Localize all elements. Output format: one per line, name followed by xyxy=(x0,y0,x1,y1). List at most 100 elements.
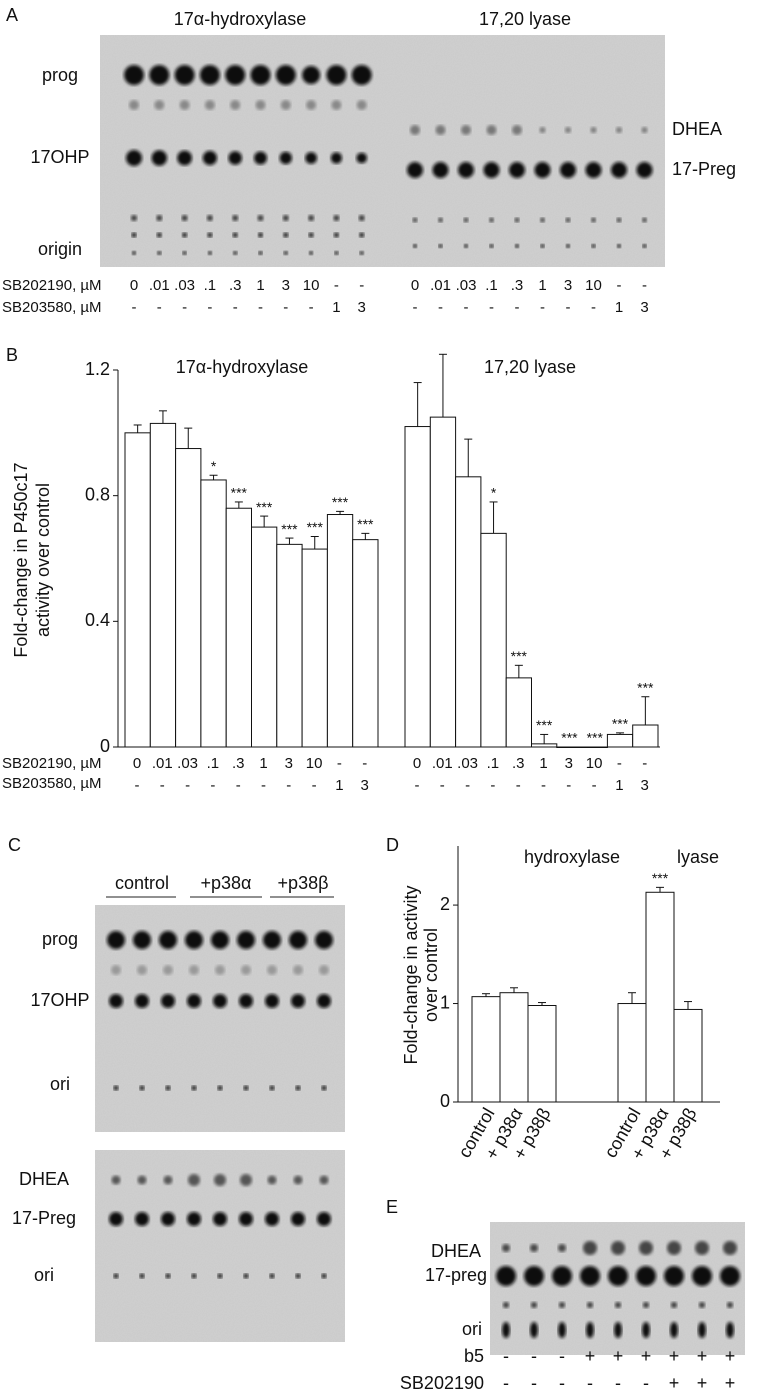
panel-label: A xyxy=(6,5,18,25)
significance: *** xyxy=(587,730,604,746)
level-label: + xyxy=(641,1346,652,1366)
level-label: 3 xyxy=(361,777,369,794)
level-label: 3 xyxy=(564,277,572,294)
level-label: 1 xyxy=(538,277,546,294)
level-label: - xyxy=(337,755,342,772)
significance: * xyxy=(211,458,217,474)
spot xyxy=(727,1302,733,1308)
spot xyxy=(258,232,263,238)
spot xyxy=(135,1212,149,1226)
level-label: - xyxy=(413,299,418,316)
y-axis-label: Fold-change in P450c17 xyxy=(11,462,31,657)
spot xyxy=(265,994,279,1008)
condition-label: +p38α xyxy=(201,873,252,893)
level-label: - xyxy=(236,777,241,794)
level-label: - xyxy=(559,1346,565,1366)
spot xyxy=(723,1241,737,1255)
bar xyxy=(404,426,431,748)
spot xyxy=(558,1244,566,1252)
spot xyxy=(151,150,167,166)
bar xyxy=(527,1005,557,1103)
spot xyxy=(213,994,227,1008)
spot xyxy=(489,244,494,248)
level-label: - xyxy=(185,777,190,794)
spot xyxy=(189,965,199,975)
group-title: 17α-hydroxylase xyxy=(176,357,308,377)
group-title: hydroxylase xyxy=(524,847,620,867)
panel-label: E xyxy=(386,1197,398,1217)
spot xyxy=(463,217,469,223)
spot xyxy=(331,100,342,110)
level-label: - xyxy=(233,299,238,316)
spot xyxy=(239,994,253,1008)
level-label: - xyxy=(591,299,596,316)
spot xyxy=(267,965,277,975)
bar xyxy=(225,507,252,748)
spot xyxy=(321,1085,327,1091)
spot xyxy=(182,232,188,238)
level-label: - xyxy=(642,277,647,294)
level-label: - xyxy=(210,777,215,794)
level-label: - xyxy=(541,777,546,794)
significance: *** xyxy=(231,485,248,501)
spot xyxy=(486,125,497,135)
bar xyxy=(645,891,675,1103)
bar xyxy=(632,724,659,748)
level-label: - xyxy=(464,299,469,316)
spot xyxy=(509,162,525,178)
level-label: - xyxy=(531,1373,537,1393)
significance: *** xyxy=(652,870,669,886)
spot xyxy=(191,1273,197,1279)
spot xyxy=(591,244,596,248)
level-label: - xyxy=(617,755,622,772)
spot xyxy=(496,1266,516,1286)
spot xyxy=(359,232,365,238)
spot-label: prog xyxy=(42,929,78,949)
bar xyxy=(471,996,501,1103)
spot xyxy=(139,1085,145,1091)
spot-label: 17OHP xyxy=(30,147,89,167)
significance: *** xyxy=(511,648,528,664)
spot xyxy=(207,251,212,255)
group-title: lyase xyxy=(677,847,719,867)
spot xyxy=(642,217,647,223)
spot xyxy=(199,65,220,85)
spot xyxy=(489,217,494,223)
significance: *** xyxy=(332,494,349,510)
spot xyxy=(565,127,571,133)
spot xyxy=(358,215,365,221)
spot xyxy=(539,127,546,133)
level-label: 1 xyxy=(335,777,343,794)
condition-label: control xyxy=(115,873,169,893)
spot xyxy=(239,1212,253,1226)
level-label: 1 xyxy=(332,299,340,316)
spot xyxy=(565,217,571,223)
spot xyxy=(558,1322,566,1338)
y-tick-label: 0.8 xyxy=(85,484,110,504)
spot xyxy=(135,994,149,1008)
spot xyxy=(305,152,317,164)
spot xyxy=(291,1212,305,1226)
spot xyxy=(302,66,321,84)
level-label: 0 xyxy=(411,277,419,294)
spot xyxy=(295,1085,301,1091)
row-label: SB202190 xyxy=(400,1373,484,1393)
spot xyxy=(534,162,551,178)
level-label: .3 xyxy=(229,277,242,294)
level-label: 3 xyxy=(358,299,366,316)
spot xyxy=(438,244,443,248)
spot xyxy=(237,931,255,949)
spot xyxy=(560,162,576,178)
spot xyxy=(464,244,468,248)
spot xyxy=(333,232,339,238)
bar xyxy=(480,532,507,748)
spot xyxy=(412,217,418,223)
significance: *** xyxy=(637,679,654,695)
spot xyxy=(356,100,367,110)
y-tick-label: 2 xyxy=(440,894,450,914)
bar xyxy=(499,992,529,1103)
y-axis-label: Fold-change in activity xyxy=(401,885,421,1064)
spot xyxy=(315,931,333,949)
spot xyxy=(185,931,203,949)
spot xyxy=(275,65,296,85)
